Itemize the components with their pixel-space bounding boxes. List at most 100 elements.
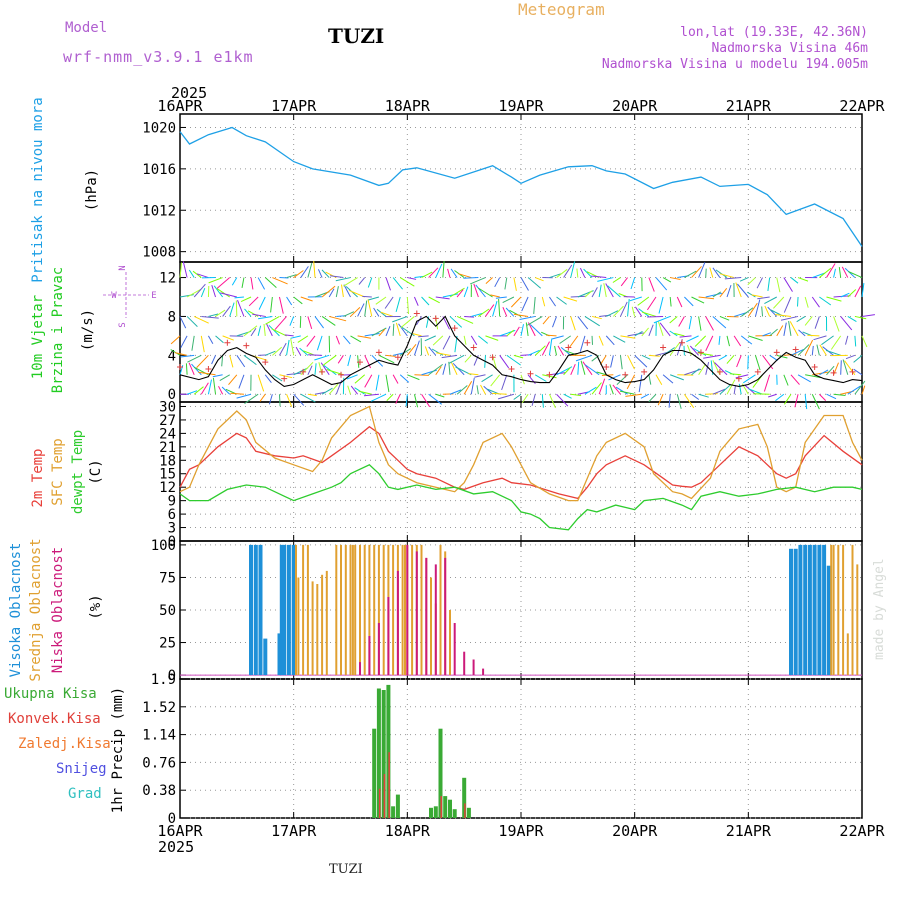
wind-arrow	[186, 288, 201, 298]
ytick-label-temperature: 0	[168, 534, 176, 550]
wind-arrow	[513, 326, 520, 337]
wind-arrow	[705, 393, 718, 395]
wind-arrow	[854, 315, 867, 320]
wind-arrow	[399, 374, 410, 383]
wind-arrow	[191, 335, 195, 351]
wind-arrow	[464, 354, 472, 363]
cloud-bar-high	[812, 544, 817, 676]
cloud-bar-mid	[382, 544, 385, 676]
wind-arrow	[307, 393, 317, 397]
wind-arrow	[763, 374, 771, 392]
wind-arrow	[684, 270, 697, 278]
wind-arrow	[743, 374, 756, 384]
ytick-label-pressure: 1008	[142, 245, 176, 261]
wind-arrow	[833, 268, 836, 278]
wind-arrow	[495, 296, 507, 299]
wind-arrow	[579, 335, 586, 352]
wind-arrow	[368, 296, 380, 301]
wind-arrow	[584, 386, 597, 395]
wind-arrow	[436, 352, 451, 356]
cloud-bar-high	[807, 544, 812, 676]
wind-arrow	[584, 316, 600, 327]
wind-arrow	[320, 362, 330, 376]
xtick-label-bottom: 19APR	[498, 822, 544, 840]
wind-arrow	[435, 263, 443, 278]
wind-arrow	[265, 350, 276, 356]
wind-arrow	[289, 316, 295, 326]
wind-arrow	[740, 307, 754, 317]
xtick-label-bottom: 16APR	[157, 822, 203, 840]
wind-arrow	[598, 335, 604, 346]
gust-marker	[811, 364, 818, 370]
precip-bar-total	[462, 777, 467, 818]
wind-arrow	[392, 323, 395, 336]
cloud-bar-mid	[401, 544, 404, 676]
wind-arrow	[350, 307, 361, 317]
wind-arrow	[300, 393, 316, 403]
wind-arrow	[221, 386, 231, 395]
wind-arrow	[634, 354, 648, 368]
wind-arrow	[712, 316, 727, 329]
wind-arrow	[726, 335, 730, 347]
cloud-bar-low	[444, 557, 447, 676]
wind-arrow	[612, 277, 621, 283]
wind-speed-line	[179, 315, 863, 387]
wind-arrow	[347, 385, 351, 395]
wind-arrow	[441, 354, 458, 359]
wind-arrow	[230, 392, 244, 395]
cloud-bar-low	[415, 551, 418, 676]
wind-arrow	[321, 387, 333, 395]
legend-snow: Snijeg	[56, 761, 107, 777]
wind-arrow	[395, 394, 401, 404]
temp2m-line	[179, 425, 863, 500]
wind-arrow	[825, 349, 841, 356]
wind-arrow	[286, 394, 293, 407]
wind-arrow	[790, 348, 804, 356]
wind-arrow	[300, 266, 309, 278]
wind-arrow	[385, 326, 391, 337]
gust-marker	[527, 370, 534, 377]
precip-bar-total	[395, 794, 400, 818]
wind-arrow	[520, 277, 529, 291]
wind-arrow	[406, 343, 417, 356]
wind-arrow	[790, 374, 800, 385]
wind-arrow	[268, 324, 280, 337]
wind-arrow	[316, 335, 323, 351]
wind-arrow	[198, 371, 216, 376]
wind-arrow	[674, 332, 685, 337]
wind-arrow	[286, 296, 293, 306]
cloud-bar-high	[279, 544, 284, 676]
wind-arrow	[534, 374, 547, 382]
wind-arrow	[268, 394, 273, 405]
wind-arrow	[712, 388, 726, 395]
ytick-label-wind: 8	[168, 309, 176, 325]
cloud-bar-low	[463, 651, 466, 676]
wind-arrow	[676, 338, 683, 356]
footer-station: TUZI	[329, 862, 363, 877]
wind-arrow	[737, 283, 749, 298]
wind-arrow	[400, 316, 415, 328]
wind-arrow	[216, 287, 231, 298]
wind-arrow	[432, 335, 444, 346]
wind-arrow	[215, 309, 226, 317]
cloud-bar-low	[377, 623, 380, 676]
wind-arrow	[705, 316, 714, 331]
wind-arrow	[844, 360, 856, 376]
wind-arrow	[463, 286, 469, 298]
cloud-bar-mid	[851, 544, 854, 676]
wind-arrow	[243, 354, 257, 366]
wind-arrow	[219, 374, 230, 382]
wind-arrow	[222, 335, 234, 341]
wind-arrow	[474, 374, 486, 378]
cloud-bar-mid	[832, 544, 835, 676]
xtick-label-bottom: 20APR	[612, 822, 658, 840]
wind-arrow	[480, 384, 486, 395]
wind-arrow	[348, 289, 365, 298]
precip-bar-total	[438, 728, 443, 818]
model-elevation-text: Nadmorska Visina u modelu 194.005m	[601, 57, 868, 72]
wind-arrow	[549, 296, 557, 307]
cloud-bar-mid	[306, 544, 309, 676]
wind-arrow	[640, 393, 650, 399]
wind-arrow	[494, 277, 501, 288]
